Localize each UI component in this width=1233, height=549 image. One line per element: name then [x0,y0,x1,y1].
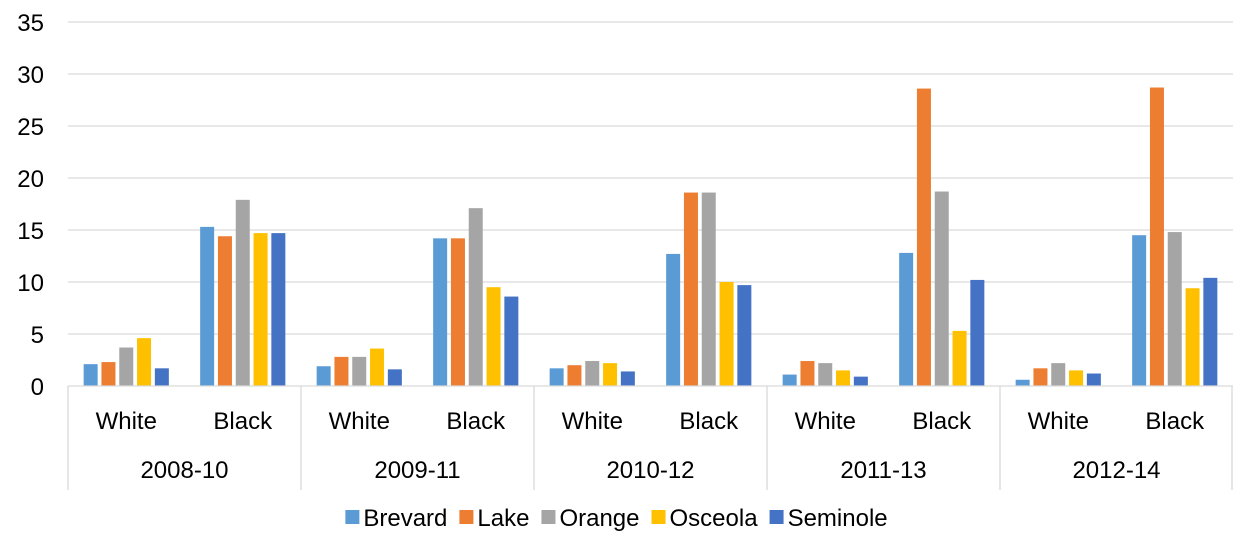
bar-orange [701,192,716,386]
legend-swatch-lake [459,510,474,524]
bar-brevard [316,366,331,386]
legend-label-orange: Orange [559,505,639,532]
bar-brevard [83,364,98,386]
bar-orange [468,208,483,386]
legend-label-seminole: Seminole [788,505,888,532]
bar-lake [1033,368,1048,386]
bar-brevard [1132,235,1147,386]
legend-swatch-seminole [769,510,784,524]
bar-orange [1051,363,1066,386]
y-axis-ticks: 0 5 10 15 20 25 30 35 [17,10,44,401]
bar-seminole [970,279,985,386]
bar-seminole [154,368,169,386]
bar-lake [334,356,349,386]
bar-lake [916,88,931,386]
x-tick-label: Black [679,408,739,435]
x-group-label: 2011-13 [840,457,926,484]
x-tick-label: Black [213,408,273,435]
bar-brevard [666,253,681,386]
x-tick-label: White [1028,408,1089,435]
bar-orange [119,347,134,386]
bar-lake [800,361,815,386]
legend-label-brevard: Brevard [363,505,447,532]
x-group-label: 2008-10 [140,457,228,484]
bar-lake [683,192,698,386]
bar-osceola [836,370,851,386]
bar-orange [585,361,600,386]
y-tick-label: 30 [17,62,44,89]
bar-seminole [271,233,286,386]
bar-orange [934,191,949,386]
bar-seminole [387,369,402,386]
bar-osceola [486,287,501,386]
bar-lake [1149,87,1164,387]
bar-brevard [433,238,448,386]
x-group-label: 2009-11 [374,457,460,484]
bar-seminole [504,296,519,386]
x-axis: White Black 2008-10 White Black 2009-11 White B… [67,385,1233,490]
bar-osceola [137,338,152,386]
legend-swatch-orange [541,510,556,524]
x-tick-label: White [329,408,390,435]
x-group-label: 2010-12 [606,457,694,484]
bar-lake [567,365,582,386]
bar-seminole [620,371,635,386]
y-tick-label: 10 [17,270,44,297]
x-tick-label: Black [1145,408,1205,435]
bar-orange [1167,232,1182,386]
bar-brevard [782,374,797,386]
bar-osceola [253,233,268,386]
x-tick-label: White [96,408,157,435]
bar-seminole [853,376,868,386]
bar-lake [101,362,116,386]
y-tick-label: 5 [31,322,44,349]
bars [83,87,1218,387]
bar-seminole [1203,277,1218,386]
bar-lake [217,236,232,386]
legend-label-lake: Lake [477,505,529,532]
bar-brevard [200,226,215,386]
y-tick-label: 15 [17,218,44,245]
bar-lake [450,238,465,386]
x-tick-label: White [795,408,856,435]
bar-osceola [1069,370,1084,386]
y-tick-label: 35 [17,10,44,37]
bar-brevard [549,368,564,386]
bar-brevard [1015,379,1030,386]
bar-osceola [1185,288,1200,386]
y-tick-label: 25 [17,114,44,141]
bar-brevard [899,252,914,386]
legend-label-osceola: Osceola [670,505,759,532]
x-tick-label: Black [446,408,506,435]
legend: Brevard Lake Orange Osceola Seminole [345,505,888,532]
y-tick-label: 20 [17,166,44,193]
legend-swatch-brevard [345,510,360,524]
legend-swatch-osceola [651,510,666,524]
bar-seminole [1086,373,1101,386]
x-group-label: 2012-14 [1072,457,1160,484]
bar-osceola [952,330,967,386]
bar-osceola [370,348,385,386]
bar-osceola [603,363,618,386]
x-tick-label: White [562,408,623,435]
x-tick-label: Black [912,408,972,435]
bar-orange [352,356,367,386]
bar-osceola [719,282,734,386]
y-tick-label: 0 [31,374,44,401]
bar-seminole [737,285,752,386]
bar-orange [818,363,833,386]
bar-orange [235,199,250,386]
